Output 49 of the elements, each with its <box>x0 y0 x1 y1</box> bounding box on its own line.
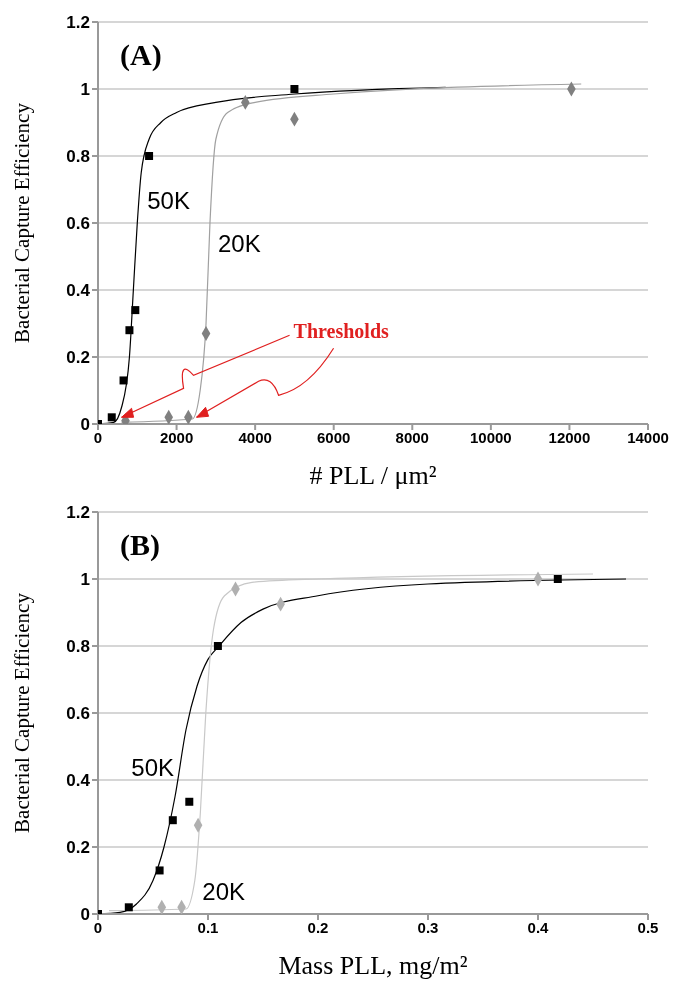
x-tick-label: 10000 <box>470 428 512 446</box>
point <box>168 816 177 825</box>
y-axis-title: Bacterial Capture Efficiency <box>10 102 35 343</box>
point <box>125 326 134 335</box>
series-label: 50K <box>147 187 190 215</box>
point <box>131 306 140 315</box>
x-tick-label: 4000 <box>238 428 272 446</box>
y-tick-label: 0.2 <box>66 348 90 368</box>
y-tick-label: 1 <box>80 80 90 100</box>
x-axis-title: Mass PLL, mg/m² <box>278 951 468 980</box>
point <box>213 642 222 650</box>
series-label: 20K <box>202 877 245 905</box>
text: (B) <box>120 528 160 562</box>
y-axis-title: Bacterial Capture Efficiency <box>10 592 35 833</box>
y-tick-label: 0.6 <box>66 214 90 234</box>
point <box>107 413 116 422</box>
series-label: 20K <box>217 230 261 258</box>
x-tick-label: 0.4 <box>527 918 550 936</box>
point <box>124 903 133 912</box>
point <box>290 85 299 93</box>
y-tick-label: 0.8 <box>66 637 90 657</box>
x-tick-label: 6000 <box>317 428 351 446</box>
y-tick-label: 0.4 <box>66 281 91 301</box>
y-tick-label: 0.2 <box>66 838 90 858</box>
text: (A) <box>120 38 162 72</box>
series-label: 50K <box>131 754 174 782</box>
x-tick-label: 0.3 <box>417 918 439 936</box>
x-axis-title: # PLL / μm² <box>309 461 437 490</box>
point <box>185 797 194 806</box>
x-tick-label: 0.1 <box>197 918 219 936</box>
x-tick-label: 14000 <box>627 428 669 446</box>
x-tick-label: 8000 <box>395 428 429 446</box>
y-tick-label: 1.2 <box>66 13 90 33</box>
y-tick-label: 0.8 <box>66 147 90 167</box>
x-tick-label: 0 <box>93 428 103 446</box>
point <box>145 152 154 160</box>
y-tick-label: 0.4 <box>66 771 91 791</box>
x-tick-label: 0.2 <box>307 918 329 936</box>
x-tick-label: 0.5 <box>637 918 659 936</box>
x-tick-label: 2000 <box>159 428 194 446</box>
x-tick-label: 0 <box>93 918 103 936</box>
y-tick-label: 1.2 <box>66 503 90 523</box>
point <box>155 866 164 875</box>
y-tick-label: 1 <box>80 570 90 590</box>
y-tick-label: 0.6 <box>66 704 90 724</box>
annotation: Thresholds <box>293 319 390 342</box>
x-tick-label: 12000 <box>548 428 591 446</box>
point <box>553 575 562 583</box>
point <box>119 376 128 385</box>
